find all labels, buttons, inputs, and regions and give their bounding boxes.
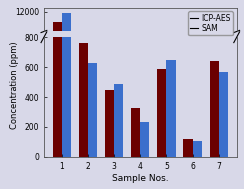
Bar <box>219 72 228 157</box>
Bar <box>105 90 114 157</box>
Legend: ICP-AES, SAM: ICP-AES, SAM <box>188 11 233 36</box>
Bar <box>114 84 123 157</box>
Bar <box>62 0 71 157</box>
Bar <box>166 60 176 157</box>
Bar <box>62 12 71 189</box>
Bar <box>183 139 193 157</box>
Bar <box>193 141 202 157</box>
Bar <box>88 63 97 157</box>
Bar <box>131 108 140 157</box>
Bar <box>79 43 88 157</box>
Bar <box>53 0 62 157</box>
X-axis label: Sample Nos.: Sample Nos. <box>112 174 169 183</box>
Bar <box>157 69 166 157</box>
Bar <box>210 61 219 157</box>
Bar <box>140 122 150 157</box>
Bar <box>53 22 62 189</box>
Text: Concentration (ppm): Concentration (ppm) <box>10 41 19 129</box>
